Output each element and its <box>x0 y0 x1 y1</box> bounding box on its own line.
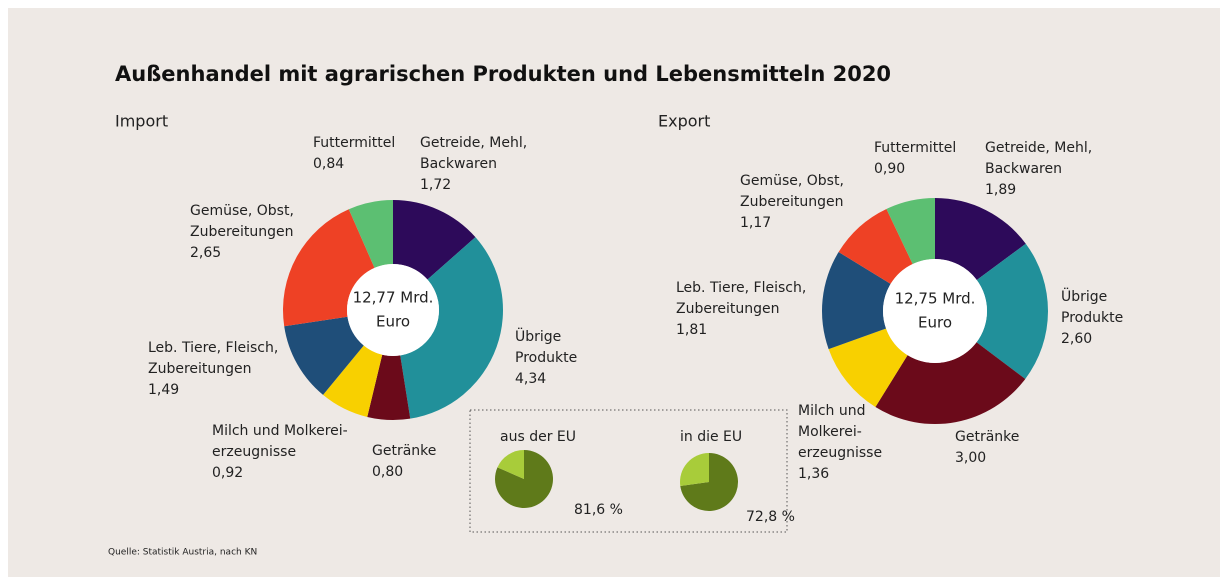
slice-value: 1,72 <box>420 177 451 193</box>
slice-label: Zubereitungen <box>740 194 844 210</box>
donut-slice <box>976 243 1048 379</box>
slice-label: erzeugnisse <box>798 445 882 461</box>
slice-label: Übrige <box>515 327 561 345</box>
slice-label: Leb. Tiere, Fleisch, <box>676 280 806 296</box>
donut-slice <box>284 316 364 395</box>
pie-title: in die EU <box>680 429 742 445</box>
source: Quelle: Statistik Austria, nach KN <box>108 548 257 558</box>
slice-label: Getränke <box>955 429 1019 445</box>
donut-slice <box>393 200 476 280</box>
slice-value: 1,89 <box>985 182 1016 198</box>
slice-label: Milch und <box>798 403 866 419</box>
slice-label: Zubereitungen <box>190 224 294 240</box>
pie-slice <box>680 453 709 486</box>
donut-slice <box>323 345 383 417</box>
slice-label: Produkte <box>1061 310 1123 326</box>
slice-value: 0,84 <box>313 156 344 172</box>
slice-value: 1,17 <box>740 215 771 231</box>
donut-slice <box>400 237 503 419</box>
pie-value: 72,8 % <box>746 509 795 525</box>
pie-slice <box>680 453 738 511</box>
slice-label: Backwaren <box>985 161 1062 177</box>
slice-label: Gemüse, Obst, <box>740 173 844 189</box>
slice-label: Getreide, Mehl, <box>420 135 527 151</box>
pie-slice <box>497 450 524 479</box>
donut-slice <box>886 198 935 265</box>
donut-slice <box>283 209 375 327</box>
slice-label: Getränke <box>372 443 436 459</box>
center-label: 12,75 Mrd. <box>895 290 976 308</box>
slice-label: Futtermittel <box>874 140 956 156</box>
donut-hole <box>347 264 439 356</box>
donut-slice <box>875 342 1026 424</box>
slice-value: 0,80 <box>372 464 403 480</box>
donut-slice <box>935 198 1026 281</box>
slice-label: erzeugnisse <box>212 444 296 460</box>
pie-title: aus der EU <box>500 429 576 445</box>
slice-value: 1,49 <box>148 382 179 398</box>
slice-label: Backwaren <box>420 156 497 172</box>
slice-value: 0,92 <box>212 465 243 481</box>
slice-label: Milch und Molkerei- <box>212 423 348 439</box>
donut-slice <box>822 252 891 350</box>
donut-slice <box>367 354 411 420</box>
slice-value: 3,00 <box>955 450 986 466</box>
slice-value: 2,65 <box>190 245 221 261</box>
eu-box <box>469 409 788 533</box>
slice-value: 0,90 <box>874 161 905 177</box>
pie-value: 81,6 % <box>574 502 623 518</box>
slice-label: Getreide, Mehl, <box>985 140 1092 156</box>
slice-label: Zubereitungen <box>148 361 252 377</box>
slice-value: 2,60 <box>1061 331 1092 347</box>
donut-slice <box>828 328 908 408</box>
center-label: 12,77 Mrd. <box>353 289 434 307</box>
chart-subtitle: Export <box>658 112 710 131</box>
center-label: Euro <box>376 313 410 331</box>
slice-label: Leb. Tiere, Fleisch, <box>148 340 278 356</box>
slice-label: Zubereitungen <box>676 301 780 317</box>
center-label: Euro <box>918 314 952 332</box>
slice-value: 1,36 <box>798 466 829 482</box>
slice-label: Futtermittel <box>313 135 395 151</box>
donut-slice <box>348 200 393 268</box>
slice-label: Produkte <box>515 350 577 366</box>
slice-value: 4,34 <box>515 371 546 387</box>
chart-title: Außenhandel mit agrarischen Produkten un… <box>115 62 891 86</box>
donut-slice <box>838 208 913 284</box>
slice-label: Molkerei- <box>798 424 862 440</box>
slice-label: Übrige <box>1061 287 1107 305</box>
slice-value: 1,81 <box>676 322 707 338</box>
chart-subtitle: Import <box>115 112 168 131</box>
donut-hole <box>883 259 987 363</box>
slice-label: Gemüse, Obst, <box>190 203 294 219</box>
